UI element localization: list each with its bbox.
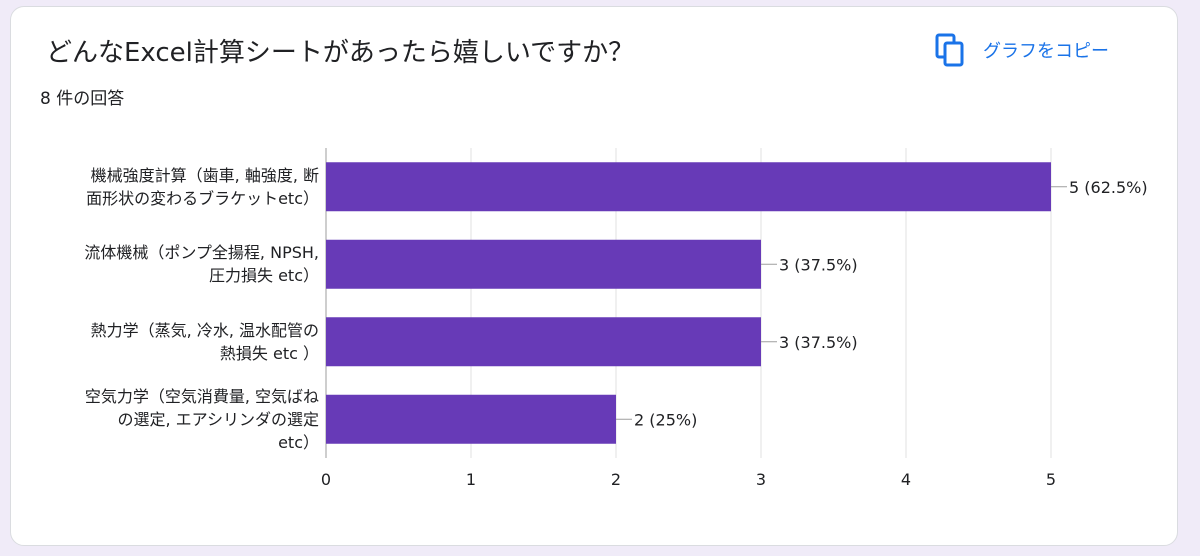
data-label: 5 (62.5%): [1069, 178, 1148, 197]
category-label: 空気力学（空気消費量, 空気ばねの選定, エアシリンダの選定 etc）: [14, 385, 319, 454]
bar: [326, 317, 761, 367]
category-label-line: の選定, エアシリンダの選定: [117, 409, 319, 429]
bar: [326, 239, 761, 289]
category-label-line: 流体機械（ポンプ全揚程, NPSH,: [84, 243, 319, 263]
copy-chart-button[interactable]: グラフをコピー: [935, 28, 1109, 72]
x-tick-label: 5: [1046, 470, 1056, 489]
x-axis-ticks: 0 1 2 3 4 5: [321, 470, 1056, 489]
category-label-line: 熱損失 etc ）: [219, 343, 319, 363]
bars: [326, 162, 1051, 444]
x-tick-label: 1: [466, 470, 476, 489]
response-count: 8 件の回答: [40, 89, 125, 109]
copy-chart-label: グラフをコピー: [983, 41, 1109, 62]
category-label: 機械強度計算（歯車, 軸強度, 断面形状の変わるブラケットetc）: [14, 164, 319, 210]
data-label: 3 (37.5%): [779, 255, 858, 274]
data-label: 3 (37.5%): [779, 333, 858, 352]
x-tick-label: 0: [321, 470, 331, 489]
category-label-line: etc）: [278, 432, 319, 452]
category-label-line: 面形状の変わるブラケットetc）: [86, 188, 319, 208]
category-label-line: 機械強度計算（歯車, 軸強度, 断: [90, 165, 319, 185]
data-label: 2 (25%): [634, 410, 697, 429]
category-label-line: 圧力損失 etc）: [208, 266, 319, 286]
x-tick-label: 2: [611, 470, 621, 489]
x-tick-label: 3: [756, 470, 766, 489]
category-label-line: 空気力学（空気消費量, 空気ばね: [84, 386, 319, 406]
category-label: 熱力学（蒸気, 冷水, 温水配管の熱損失 etc ）: [14, 319, 319, 365]
data-labels: 5 (62.5%) 3 (37.5%) 3 (37.5%) 2 (25%): [616, 178, 1148, 429]
question-title: どんなExcel計算シートがあったら嬉しいですか？: [46, 38, 635, 68]
x-tick-label: 4: [901, 470, 911, 489]
bar: [326, 394, 616, 444]
category-label: 流体機械（ポンプ全揚程, NPSH, 圧力損失 etc）: [14, 241, 319, 287]
bar: [326, 162, 1051, 212]
copy-icon: [935, 33, 965, 67]
category-label-line: 熱力学（蒸気, 冷水, 温水配管の: [90, 320, 319, 340]
